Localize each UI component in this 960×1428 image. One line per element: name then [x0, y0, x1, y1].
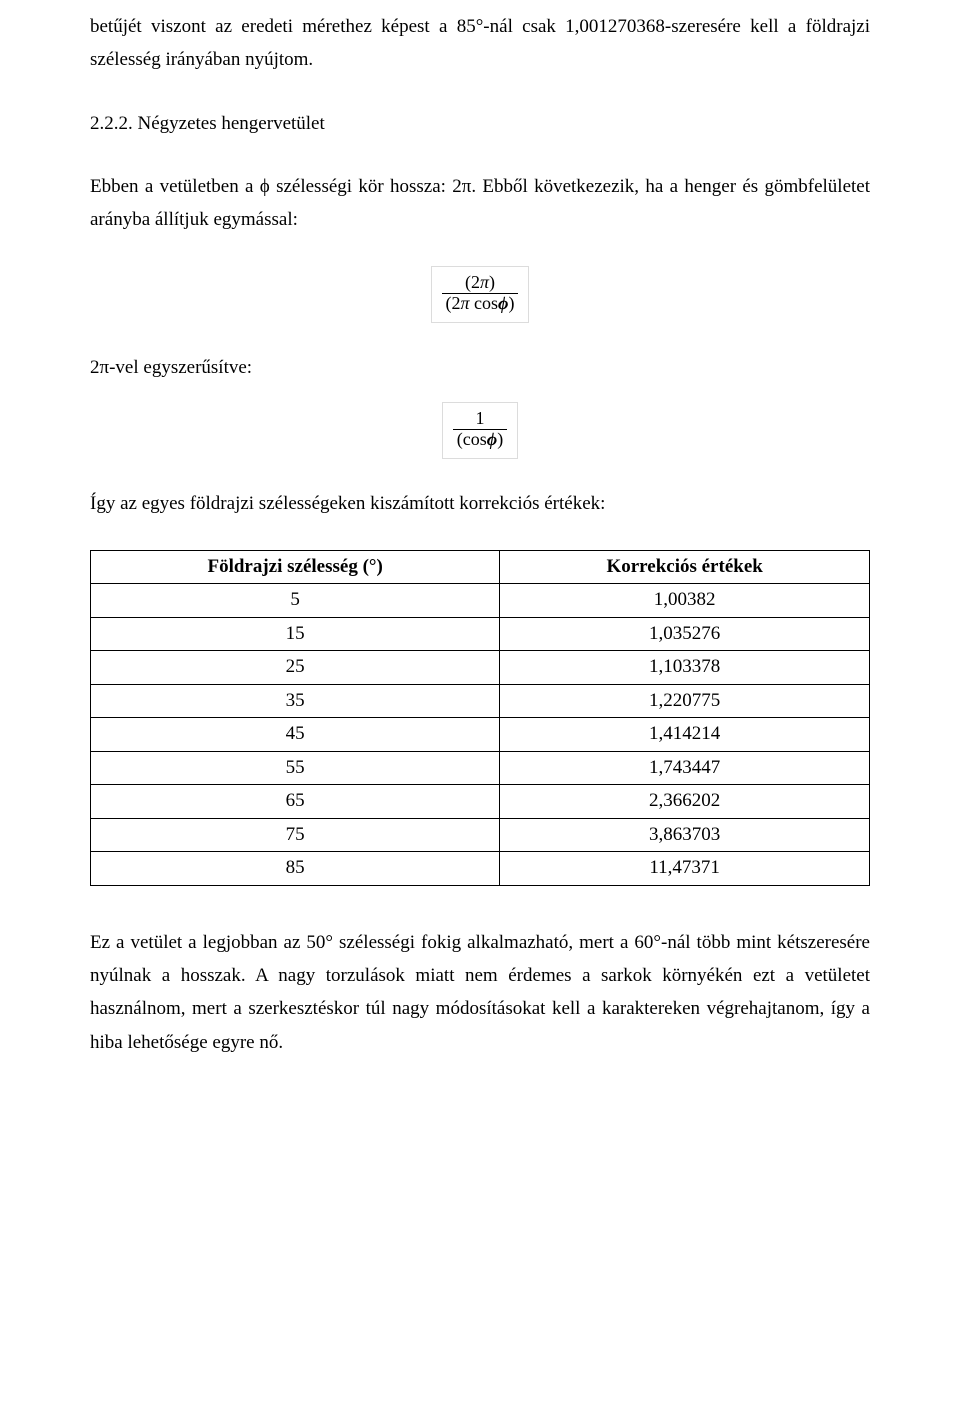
cell-val: 2,366202	[500, 785, 870, 819]
table-row: 25 1,103378	[91, 651, 870, 685]
cell-lat: 85	[91, 852, 500, 886]
formula-2: 1 (cosϕ)	[442, 402, 518, 459]
cell-val: 11,47371	[500, 852, 870, 886]
table-header-row: Földrajzi szélesség (°) Korrekciós érték…	[91, 550, 870, 584]
table-row: 35 1,220775	[91, 684, 870, 718]
col-header-lat: Földrajzi szélesség (°)	[91, 550, 500, 584]
formula-1: (2π) (2π cosϕ)	[431, 266, 530, 323]
paragraph-intro: betűjét viszont az eredeti mérethez képe…	[90, 10, 870, 77]
cell-lat: 25	[91, 651, 500, 685]
correction-table: Földrajzi szélesség (°) Korrekciós érték…	[90, 550, 870, 886]
cell-val: 1,00382	[500, 584, 870, 618]
table-row: 65 2,366202	[91, 785, 870, 819]
table-row: 15 1,035276	[91, 617, 870, 651]
cell-val: 1,103378	[500, 651, 870, 685]
cell-val: 1,414214	[500, 718, 870, 752]
cell-lat: 55	[91, 751, 500, 785]
paragraph-vetulet: Ebben a vetületben a ϕ szélességi kör ho…	[90, 170, 870, 237]
heading-2-2-2: 2.2.2. Négyzetes hengervetület	[90, 107, 870, 140]
cell-lat: 15	[91, 617, 500, 651]
col-header-val: Korrekciós értékek	[500, 550, 870, 584]
paragraph-table-intro: Így az egyes földrajzi szélességeken kis…	[90, 487, 870, 520]
paragraph-conclusion: Ez a vetület a legjobban az 50° szélessé…	[90, 926, 870, 1059]
cell-val: 3,863703	[500, 818, 870, 852]
table-row: 45 1,414214	[91, 718, 870, 752]
cell-val: 1,035276	[500, 617, 870, 651]
cell-lat: 45	[91, 718, 500, 752]
table-row: 55 1,743447	[91, 751, 870, 785]
cell-lat: 75	[91, 818, 500, 852]
cell-lat: 5	[91, 584, 500, 618]
formula-2-block: 1 (cosϕ)	[90, 402, 870, 459]
cell-lat: 65	[91, 785, 500, 819]
formula-1-block: (2π) (2π cosϕ)	[90, 266, 870, 323]
table-row: 5 1,00382	[91, 584, 870, 618]
cell-lat: 35	[91, 684, 500, 718]
paragraph-simplify: 2π-vel egyszerűsítve:	[90, 351, 870, 384]
table-row: 75 3,863703	[91, 818, 870, 852]
cell-val: 1,220775	[500, 684, 870, 718]
cell-val: 1,743447	[500, 751, 870, 785]
table-row: 85 11,47371	[91, 852, 870, 886]
